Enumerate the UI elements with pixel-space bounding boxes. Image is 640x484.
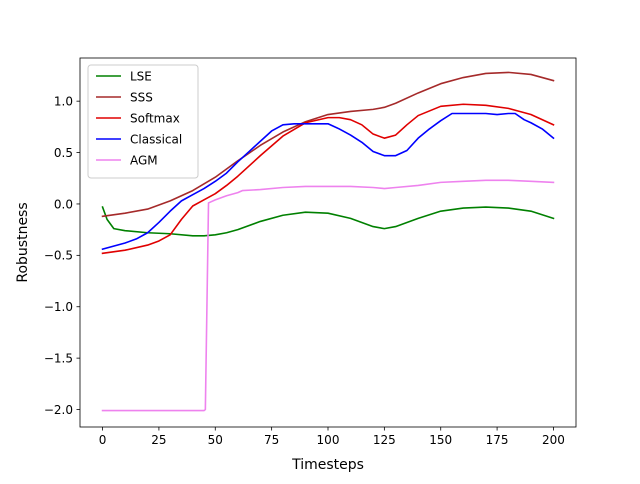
x-tick-label: 25 bbox=[151, 433, 166, 447]
x-tick-label: 50 bbox=[208, 433, 223, 447]
legend-label: LSE bbox=[130, 69, 152, 83]
series-line-classical bbox=[101, 112, 555, 251]
y-tick-label: −2.0 bbox=[44, 403, 73, 417]
series-line-lse bbox=[101, 206, 555, 237]
x-axis-label: Timesteps bbox=[291, 457, 364, 473]
x-tick-label: 200 bbox=[542, 433, 565, 447]
series-line-agm bbox=[101, 179, 555, 412]
legend-label: Classical bbox=[130, 132, 182, 146]
y-tick-label: −1.5 bbox=[44, 351, 73, 365]
y-tick-label: 0.0 bbox=[54, 197, 73, 211]
y-tick-label: 0.5 bbox=[54, 146, 73, 160]
y-tick-label: 1.0 bbox=[54, 94, 73, 108]
legend-label: AGM bbox=[130, 153, 158, 167]
x-tick-label: 0 bbox=[99, 433, 107, 447]
x-tick-label: 125 bbox=[373, 433, 396, 447]
y-tick-label: −0.5 bbox=[44, 249, 73, 263]
legend-label: SSS bbox=[130, 90, 153, 104]
x-tick-label: 150 bbox=[429, 433, 452, 447]
y-tick-label: −1.0 bbox=[44, 300, 73, 314]
x-tick-label: 175 bbox=[486, 433, 509, 447]
x-tick-label: 75 bbox=[264, 433, 279, 447]
series-layer bbox=[101, 71, 555, 412]
axes-layer: 0 25 50 75 100 125 150 175 200 −2.0 −1.5 −1.0 −0.5 0.… bbox=[44, 57, 577, 447]
series-line-sss bbox=[101, 71, 555, 218]
x-tick-label: 100 bbox=[317, 433, 340, 447]
legend-box bbox=[87, 64, 199, 179]
series-line-softmax bbox=[101, 103, 555, 255]
legend-label: Softmax bbox=[130, 111, 180, 125]
y-axis-label: Robustness bbox=[15, 202, 31, 282]
legend: LSE SSS Softmax Classical AGM bbox=[87, 64, 199, 179]
